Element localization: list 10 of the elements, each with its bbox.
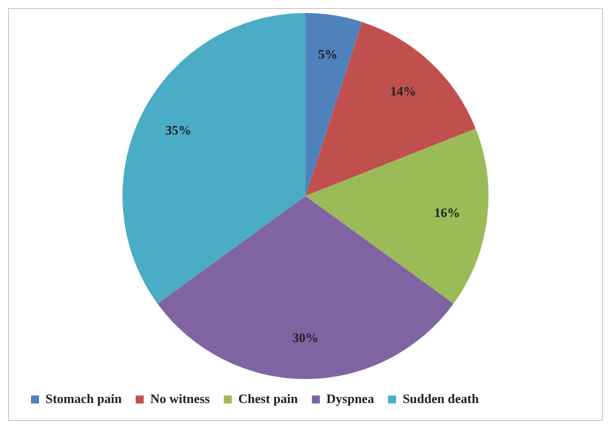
data-label: 16% <box>434 205 460 220</box>
legend-label: Stomach pain <box>46 390 122 406</box>
data-label: 30% <box>292 330 318 346</box>
data-label: 14% <box>390 83 416 98</box>
data-label: 5% <box>318 46 338 62</box>
legend-label: Dyspnea <box>326 390 375 406</box>
legend-label: Chest pain <box>238 390 299 406</box>
legend-label: Sudden death <box>402 390 480 406</box>
data-label: 35% <box>165 122 192 138</box>
legend-label: No witness <box>150 390 210 406</box>
